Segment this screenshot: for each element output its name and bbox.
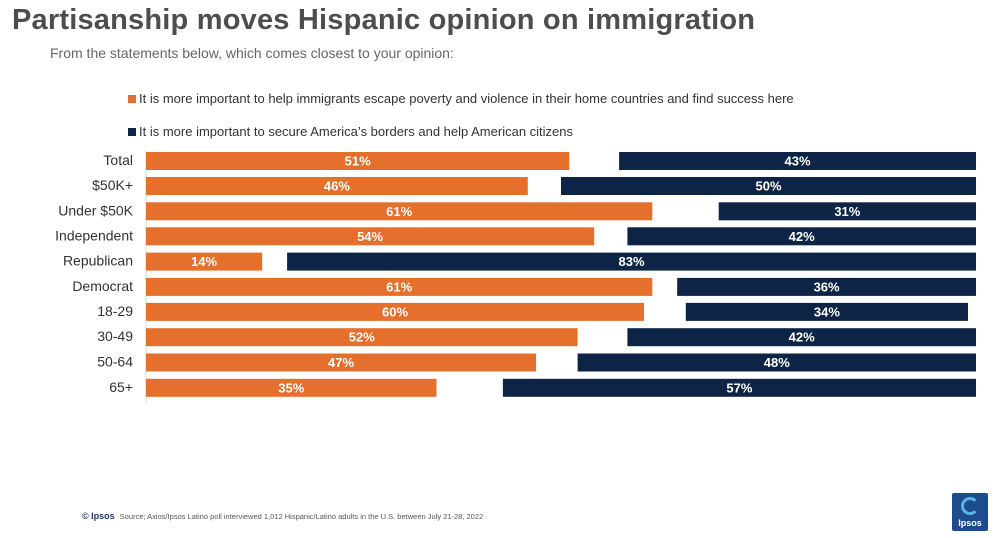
bar-help-immigrants-republican — [146, 252, 263, 271]
bar-secure-borders-under-50k — [718, 202, 976, 221]
category-label-independent: Independent — [55, 227, 133, 243]
bar-help-immigrants-independent — [146, 227, 595, 246]
legend-swatch-orange — [128, 94, 136, 103]
data-label-help-immigrants-65: 35% — [278, 380, 304, 395]
bar-help-immigrants-30-49 — [146, 328, 578, 347]
bar-help-immigrants-democrat — [146, 277, 653, 296]
data-label-secure-borders-18-29: 34% — [814, 304, 840, 319]
chart-title: Partisanship moves Hispanic opinion on i… — [12, 4, 756, 36]
data-label-help-immigrants-18-29: 60% — [382, 304, 408, 319]
data-label-help-immigrants-50k: 46% — [324, 179, 350, 194]
footer: © Ipsos Source; Axios/Ipsos Latino poll … — [82, 511, 483, 521]
bar-help-immigrants-18-29 — [146, 302, 644, 321]
data-label-help-immigrants-30-49: 52% — [349, 330, 375, 345]
bar-secure-borders-18-29 — [685, 302, 968, 321]
footer-brand: © Ipsos — [82, 511, 115, 521]
bar-chart: Total 51% 43% $50K+ 46% 50% Under $50K 61% 31% In… — [55, 150, 977, 403]
data-label-help-immigrants-total: 51% — [345, 154, 371, 169]
category-label-50k: $50K+ — [92, 177, 133, 193]
ipsos-logo: Ipsos — [952, 493, 988, 531]
data-label-secure-borders-50-64: 48% — [764, 355, 790, 370]
data-label-secure-borders-50k: 50% — [755, 179, 781, 194]
bar-secure-borders-democrat — [677, 277, 976, 296]
category-label-18-29: 18-29 — [97, 303, 133, 319]
bar-secure-borders-independent — [627, 227, 976, 246]
bar-secure-borders-total — [619, 152, 976, 170]
logo-swirl-icon — [961, 497, 979, 515]
category-label-total: Total — [103, 152, 133, 168]
data-label-secure-borders-total: 43% — [785, 154, 811, 169]
data-label-help-immigrants-50-64: 47% — [328, 355, 354, 370]
chart-subtitle: From the statements below, which comes c… — [50, 45, 454, 61]
data-label-secure-borders-republican: 83% — [619, 254, 645, 269]
bar-help-immigrants-total — [146, 152, 570, 170]
data-label-secure-borders-democrat: 36% — [814, 279, 840, 294]
bar-help-immigrants-50-64 — [146, 353, 537, 372]
category-label-republican: Republican — [63, 253, 133, 269]
category-label-democrat: Democrat — [72, 278, 133, 294]
bar-help-immigrants-under-50k — [146, 202, 653, 221]
data-label-secure-borders-under-50k: 31% — [834, 204, 860, 219]
bar-help-immigrants-65 — [146, 378, 437, 397]
bar-help-immigrants-50k — [146, 177, 528, 195]
legend-label-secure-borders: It is more important to secure America’s… — [139, 124, 574, 139]
data-label-help-immigrants-independent: 54% — [357, 229, 383, 244]
bar-secure-borders-50k — [561, 177, 976, 195]
data-label-help-immigrants-under-50k: 61% — [386, 204, 412, 219]
legend-item-help-immigrants: It is more important to help immigrants … — [128, 91, 794, 106]
data-label-help-immigrants-democrat: 61% — [386, 279, 412, 294]
data-label-secure-borders-30-49: 42% — [789, 330, 815, 345]
logo-text: Ipsos — [958, 518, 982, 528]
legend-swatch-navy — [128, 127, 136, 136]
category-label-50-64: 50-64 — [97, 354, 133, 370]
bar-secure-borders-65 — [502, 378, 976, 397]
legend-item-secure-borders: It is more important to secure America’s… — [128, 124, 573, 139]
bar-secure-borders-30-49 — [627, 328, 976, 347]
data-label-secure-borders-65: 57% — [726, 380, 752, 395]
data-label-secure-borders-independent: 42% — [789, 229, 815, 244]
bar-secure-borders-republican — [287, 252, 977, 271]
footer-source: Source; Axios/Ipsos Latino poll intervie… — [119, 512, 484, 521]
bar-secure-borders-50-64 — [577, 353, 976, 372]
category-label-65: 65+ — [109, 379, 133, 395]
data-label-help-immigrants-republican: 14% — [191, 254, 217, 269]
category-label-under-50k: Under $50K — [58, 202, 133, 218]
category-label-30-49: 30-49 — [97, 328, 133, 344]
legend-label-help-immigrants: It is more important to help immigrants … — [139, 91, 794, 106]
